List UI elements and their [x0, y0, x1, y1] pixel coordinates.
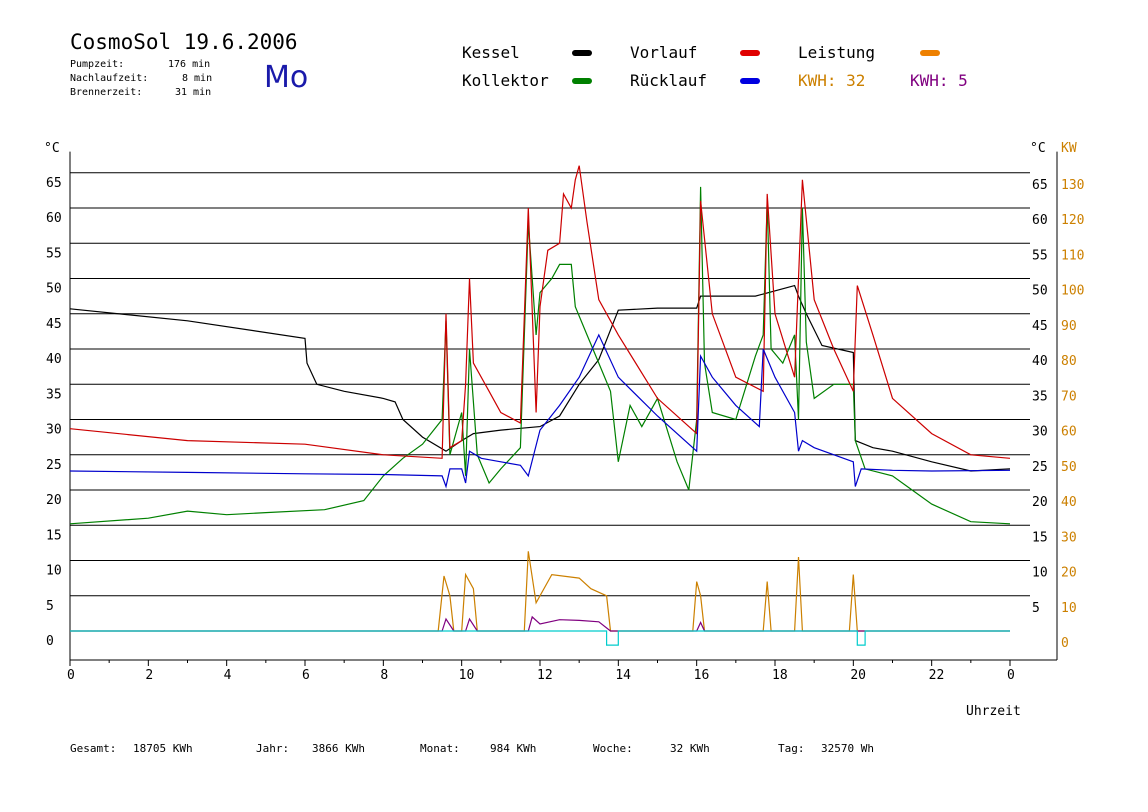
legend-vorlauf-label: Vorlauf — [630, 43, 698, 62]
y-left-tick-label: 60 — [46, 211, 62, 226]
y-right-tick-label: 40 — [1032, 354, 1048, 369]
footer-jahr-label: Jahr: — [256, 742, 290, 755]
y-right-kw-tick-label: 110 — [1061, 248, 1084, 263]
y-left-tick-label: 35 — [46, 387, 62, 402]
legend-kessel-label: Kessel — [462, 43, 520, 62]
stat-value-pumpzeit: 176 min — [168, 59, 211, 70]
footer-monat-value: 984 KWh — [490, 742, 537, 755]
y-right-tick-label: 50 — [1032, 284, 1048, 299]
y-right-tick-label: 60 — [1032, 213, 1048, 228]
x-tick-label: 18 — [772, 668, 788, 683]
y-right-kw-tick-label: 100 — [1061, 284, 1084, 299]
x-tick-label: 4 — [224, 668, 232, 683]
x-tick-label: 20 — [850, 668, 866, 683]
series-line-kollektor — [69, 186, 1011, 525]
legend-vorlauf-swatch — [740, 50, 760, 56]
y-right-tick-label: 55 — [1032, 248, 1048, 263]
footer-tag-label: Tag: — [778, 742, 805, 755]
y-left-tick-label: 20 — [46, 493, 62, 508]
footer-woche-label: Woche: — [593, 742, 633, 755]
series-line-baseline — [70, 630, 1010, 646]
legend-kwh-secondary: KWH: 5 — [910, 71, 968, 90]
x-tick-label: 16 — [694, 668, 710, 683]
x-tick-label: 8 — [380, 668, 388, 683]
y-right-kw-tick-label: 80 — [1061, 354, 1077, 369]
footer-gesamt-label: Gesamt: — [70, 742, 117, 755]
legend-kollektor-label: Kollektor — [462, 71, 549, 90]
y-right-kw-tick-label: 120 — [1061, 213, 1084, 228]
y-right-tick-label: 25 — [1032, 460, 1048, 475]
y-left-tick-label: 25 — [46, 458, 62, 473]
y-left-tick-label: 45 — [46, 317, 62, 332]
x-tick-label: 2 — [145, 668, 153, 683]
footer-woche-value: 32 KWh — [670, 742, 710, 755]
y-right-tick-label: 65 — [1032, 178, 1048, 193]
stat-value-brennerzeit: 31 min — [175, 87, 212, 98]
y-right-kw-tick-label: 0 — [1061, 636, 1069, 651]
y-right-unit: °C — [1030, 141, 1046, 156]
y-left-tick-label: 65 — [46, 176, 62, 191]
x-tick-label: 22 — [929, 668, 945, 683]
y-right-kw-tick-label: 90 — [1061, 319, 1077, 334]
x-tick-label: 14 — [615, 668, 631, 683]
x-tick-label: 6 — [302, 668, 310, 683]
series-line-ruecklauf — [69, 333, 1011, 489]
series-line-leistung — [70, 551, 1010, 632]
x-tick-label: 12 — [537, 668, 553, 683]
y-right-kw-tick-label: 130 — [1061, 178, 1084, 193]
chart-title: CosmoSol 19.6.2006 — [70, 30, 298, 54]
x-tick-label: 0 — [1007, 668, 1015, 683]
legend-leistung-label: Leistung — [798, 43, 876, 62]
x-axis-title: Uhrzeit — [966, 704, 1021, 719]
y-right-kw-tick-label: 60 — [1061, 425, 1077, 440]
footer-gesamt-value: 18705 KWh — [133, 742, 193, 755]
y-right-tick-label: 30 — [1032, 425, 1048, 440]
legend-ruecklauf-label: Rücklauf — [630, 71, 708, 90]
stat-label-pumpzeit: Pumpzeit: — [70, 59, 125, 70]
y-right-kw-tick-label: 30 — [1061, 530, 1077, 545]
stat-value-nachlaufzeit: 8 min — [182, 73, 213, 84]
legend-kollektor-swatch — [572, 78, 592, 84]
series-line-kwh2 — [70, 615, 1010, 632]
legend-kwh-total: KWH: 32 — [798, 71, 866, 90]
y-left-tick-label: 40 — [46, 352, 62, 367]
y-right-tick-label: 20 — [1032, 495, 1048, 510]
y-right-kw-tick-label: 20 — [1061, 566, 1077, 581]
legend-kessel-swatch — [572, 50, 592, 56]
footer-jahr-value: 3866 KWh — [312, 742, 365, 755]
y-left-tick-label: 10 — [46, 564, 62, 579]
y-right-kw-tick-label: 50 — [1061, 460, 1077, 475]
x-tick-label: 0 — [67, 668, 75, 683]
y-right-tick-label: 15 — [1032, 530, 1048, 545]
y-right-kw-tick-label: 10 — [1061, 601, 1077, 616]
y-left-tick-label: 15 — [46, 528, 62, 543]
stat-label-nachlaufzeit: Nachlaufzeit: — [70, 73, 149, 84]
y-right-tick-label: 35 — [1032, 389, 1048, 404]
y-right-tick-label: 10 — [1032, 566, 1048, 581]
footer-tag-value: 32570 Wh — [821, 742, 874, 755]
y-left-tick-label: 0 — [46, 634, 54, 649]
y-left-tick-label: 30 — [46, 423, 62, 438]
series-line-vorlauf — [69, 165, 1011, 459]
y-right-kw-unit: KW — [1061, 141, 1077, 156]
y-left-tick-label: 55 — [46, 246, 62, 261]
y-right-tick-label: 45 — [1032, 319, 1048, 334]
legend-leistung-swatch — [920, 50, 940, 56]
x-tick-label: 10 — [459, 668, 475, 683]
footer-monat-label: Monat: — [420, 742, 460, 755]
y-left-unit: °C — [44, 141, 60, 156]
weekday-label: Mo — [264, 60, 309, 95]
y-right-kw-tick-label: 40 — [1061, 495, 1077, 510]
y-right-tick-label: 5 — [1032, 601, 1040, 616]
y-left-tick-label: 5 — [46, 599, 54, 614]
legend-ruecklauf-swatch — [740, 78, 760, 84]
y-left-tick-label: 50 — [46, 282, 62, 297]
y-right-kw-tick-label: 70 — [1061, 389, 1077, 404]
stat-label-brennerzeit: Brennerzeit: — [70, 87, 143, 98]
